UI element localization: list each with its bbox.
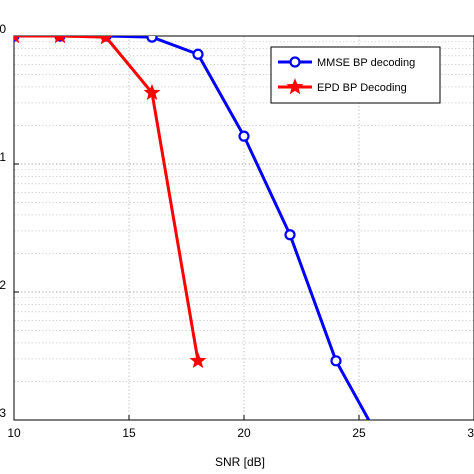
data-point bbox=[146, 36, 158, 43]
x-tick-label: 20 bbox=[237, 426, 251, 440]
y-tick-label: 0 bbox=[0, 22, 6, 36]
data-point bbox=[238, 130, 250, 142]
x-axis-label: SNR [dB] bbox=[215, 455, 265, 469]
data-point bbox=[143, 83, 161, 100]
data-point bbox=[192, 48, 204, 60]
y-tick-label: 1 bbox=[0, 150, 6, 164]
legend-marker bbox=[286, 78, 304, 95]
y-tick-label: 2 bbox=[0, 278, 6, 292]
legend-marker bbox=[289, 56, 301, 68]
data-point bbox=[284, 229, 296, 241]
y-tick-label: 3 bbox=[0, 406, 6, 420]
legend-entry-label: MMSE BP decoding bbox=[317, 57, 415, 69]
data-point bbox=[99, 36, 113, 45]
x-tick-label: 10 bbox=[7, 426, 21, 440]
legend-entry-label: EPD BP Decoding bbox=[317, 82, 407, 94]
x-tick-label: 30 bbox=[467, 426, 474, 440]
series-group bbox=[14, 36, 371, 420]
x-tick-label: 25 bbox=[352, 426, 366, 440]
data-point bbox=[14, 36, 20, 44]
series-2 bbox=[14, 36, 207, 369]
data-point bbox=[54, 36, 66, 44]
data-point bbox=[330, 355, 342, 367]
x-tick-label: 15 bbox=[122, 426, 136, 440]
legend-box bbox=[270, 46, 441, 104]
data-point bbox=[189, 351, 207, 369]
axis-ticks: 10 15 20 25 30 0 1 2 3 bbox=[0, 22, 474, 440]
legend: MMSE BP decoding EPD BP Decoding bbox=[270, 46, 441, 104]
